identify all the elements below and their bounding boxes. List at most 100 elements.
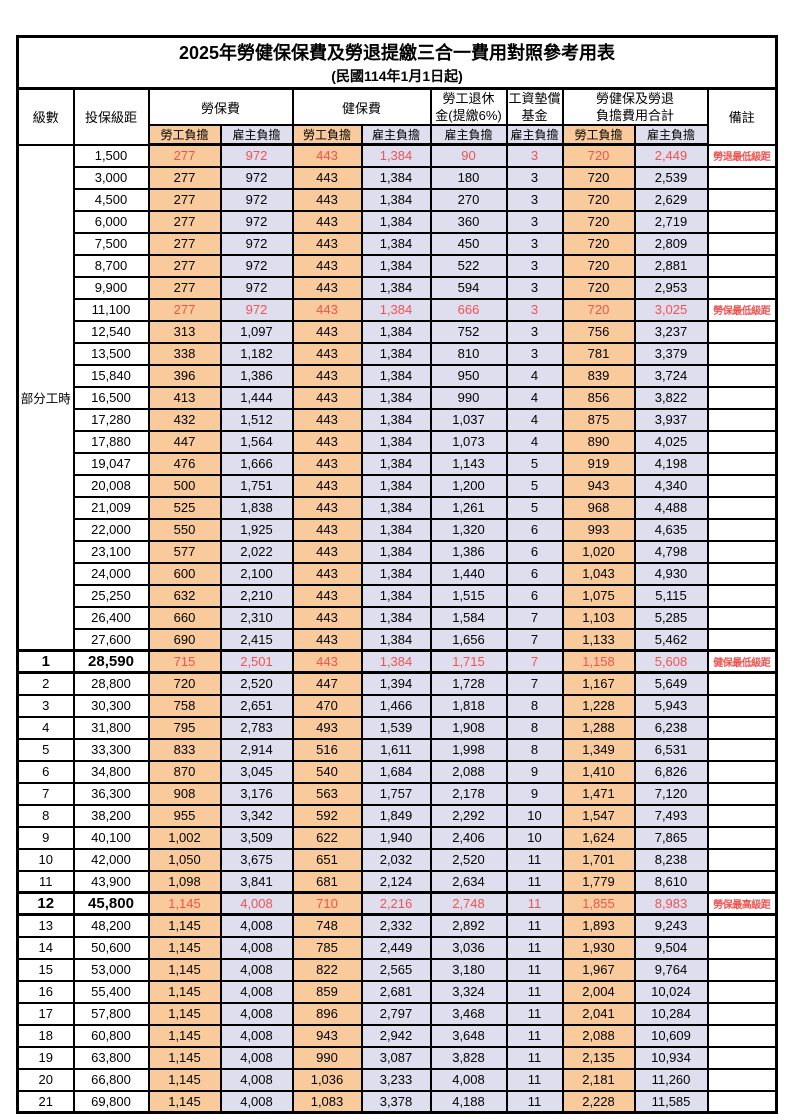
fee-cell: 856 [561, 385, 636, 410]
fee-cell: 2,651 [219, 693, 294, 718]
fee-cell: 1,182 [219, 341, 294, 366]
fee-cell: 450 [429, 231, 508, 256]
fee-cell: 1,512 [219, 407, 294, 432]
bracket-cell: 60,800 [72, 1023, 150, 1048]
fee-cell: 758 [147, 693, 222, 718]
subheader-labor-employee: 勞工負擔 [147, 124, 222, 146]
table-row: 15 53,000 1,145 4,008 822 2,565 3,180 11 1,967 9,… [16, 957, 778, 982]
fee-cell: 1,386 [429, 539, 508, 564]
fee-cell: 1,075 [561, 583, 636, 608]
table-row: 9 40,100 1,002 3,509 622 1,940 2,406 10 1,624 7,8… [16, 825, 778, 850]
fee-cell: 8 [505, 737, 564, 762]
fee-cell: 2,797 [360, 1001, 432, 1026]
fee-cell: 3 [505, 165, 564, 190]
fee-cell: 3,937 [633, 407, 709, 432]
fee-cell: 3,648 [429, 1023, 508, 1048]
fee-cell: 5 [505, 495, 564, 520]
fee-cell: 2,942 [360, 1023, 432, 1048]
fee-cell: 8 [505, 693, 564, 718]
fee-cell: 1,384 [360, 231, 432, 256]
fee-cell: 1,728 [429, 671, 508, 696]
fee-cell: 3 [505, 209, 564, 234]
fee-cell: 993 [561, 517, 636, 542]
fee-cell: 5,462 [633, 627, 709, 652]
fee-cell: 8,610 [633, 869, 709, 894]
page-title: 2025年勞健保保費及勞退提繳三合一費用對照參考用表 [179, 42, 616, 63]
fee-cell: 443 [291, 319, 363, 344]
bracket-cell: 45,800 [72, 891, 150, 916]
fee-cell: 3,087 [360, 1045, 432, 1070]
note-cell [706, 341, 778, 366]
fee-cell: 11 [505, 1023, 564, 1048]
bracket-cell: 53,000 [72, 957, 150, 982]
subheader-total-employer: 雇主負擔 [633, 124, 709, 146]
fee-cell: 1,384 [360, 319, 432, 344]
fee-cell: 1,925 [219, 517, 294, 542]
fee-cell: 1,384 [360, 539, 432, 564]
note-cell [706, 605, 778, 630]
col-header-health-fee: 健保費 [291, 87, 432, 126]
fee-cell: 1,349 [561, 737, 636, 762]
fee-cell: 1,564 [219, 429, 294, 454]
table-row: 16,500 413 1,444 443 1,384 990 4 856 3,822 [18, 385, 778, 410]
fee-cell: 8 [505, 715, 564, 740]
table-row: 7,500 277 972 443 1,384 450 3 720 2,809 [18, 231, 778, 256]
fee-cell: 8,983 [633, 891, 709, 916]
level-cell: 16 [16, 979, 75, 1004]
fee-cell: 896 [291, 1001, 363, 1026]
table-row: 25,250 632 2,210 443 1,384 1,515 6 1,075 5,115 [18, 583, 778, 608]
col-header-wage-fund-line2: 基金 [521, 108, 548, 123]
fee-cell: 525 [147, 495, 222, 520]
level-cell: 19 [16, 1045, 75, 1070]
fee-cell: 443 [291, 627, 363, 652]
level-cell: 20 [16, 1067, 75, 1092]
bracket-cell: 27,600 [72, 627, 150, 652]
fee-cell: 1,320 [429, 517, 508, 542]
level-cell: 10 [16, 847, 75, 872]
fee-cell: 3,324 [429, 979, 508, 1004]
fee-cell: 4,008 [219, 1045, 294, 1070]
table-row: 12,540 313 1,097 443 1,384 752 3 756 3,237 [18, 319, 778, 344]
fee-cell: 2,210 [219, 583, 294, 608]
fee-cell: 622 [291, 825, 363, 850]
fee-cell: 443 [291, 517, 363, 542]
table-row: 2 28,800 720 2,520 447 1,394 1,728 7 1,167 5,649 [16, 671, 778, 696]
bracket-cell: 25,250 [72, 583, 150, 608]
fee-cell: 1,384 [360, 407, 432, 432]
fee-cell: 1,547 [561, 803, 636, 828]
fee-cell: 1,384 [360, 341, 432, 366]
table-row: 6,000 277 972 443 1,384 360 3 720 2,719 [18, 209, 778, 234]
fee-cell: 443 [291, 649, 363, 674]
note-cell [706, 561, 778, 586]
fee-cell: 1,200 [429, 473, 508, 498]
fee-cell: 2,449 [633, 143, 709, 168]
fee-cell: 443 [291, 605, 363, 630]
fee-cell: 2,178 [429, 781, 508, 806]
fee-cell: 413 [147, 385, 222, 410]
fee-cell: 443 [291, 297, 363, 322]
note-cell [706, 363, 778, 388]
bracket-cell: 63,800 [72, 1045, 150, 1070]
fee-cell: 9,764 [633, 957, 709, 982]
note-cell [706, 847, 778, 872]
note-cell [706, 1001, 778, 1026]
fee-cell: 810 [429, 341, 508, 366]
fee-cell: 2,539 [633, 165, 709, 190]
fee-cell: 2,135 [561, 1045, 636, 1070]
bracket-cell: 15,840 [72, 363, 150, 388]
fee-cell: 2,022 [219, 539, 294, 564]
fee-cell: 2,783 [219, 715, 294, 740]
fee-cell: 396 [147, 363, 222, 388]
fee-cell: 3 [505, 297, 564, 322]
fee-cell: 666 [429, 297, 508, 322]
fee-cell: 1,466 [360, 693, 432, 718]
fee-cell: 2,953 [633, 275, 709, 300]
fee-cell: 660 [147, 605, 222, 630]
header-group-row: 級數 投保級距 勞保費 健保費 勞工退休 金(提繳6%) 工資墊償 基金 勞健保… [16, 87, 778, 146]
fee-cell: 9 [505, 781, 564, 806]
fee-cell: 1,611 [360, 737, 432, 762]
fee-cell: 720 [561, 143, 636, 168]
note-cell [706, 693, 778, 718]
fee-cell: 4,008 [219, 1089, 294, 1114]
fee-cell: 1,145 [147, 935, 222, 960]
